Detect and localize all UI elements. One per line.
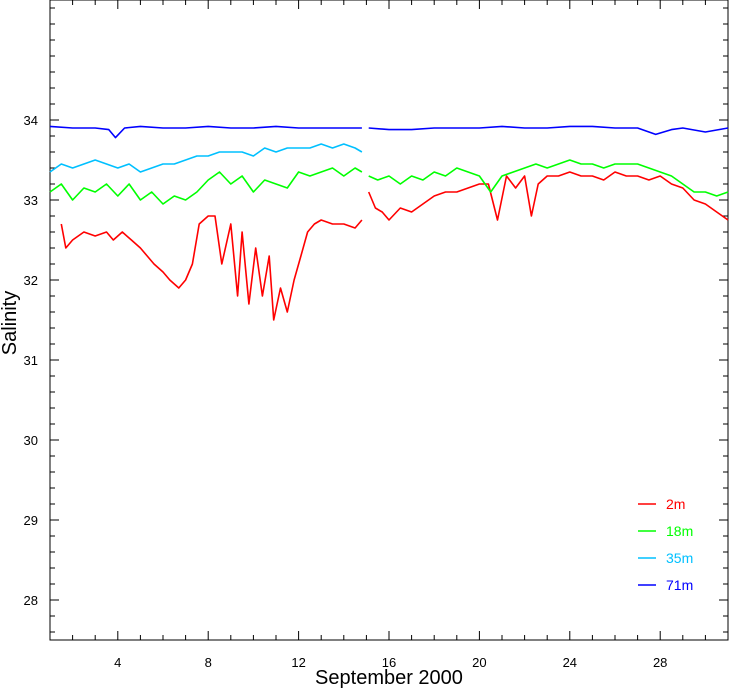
y-tick-label: 30 bbox=[24, 433, 38, 448]
series-line-18m-part1 bbox=[49, 167, 363, 205]
y-tick-label: 32 bbox=[24, 273, 38, 288]
series-line-2m-part1 bbox=[60, 215, 363, 321]
series-line-18m-part2 bbox=[368, 159, 729, 197]
x-tick-label: 24 bbox=[563, 655, 577, 670]
x-tick-label: 28 bbox=[653, 655, 667, 670]
legend-label-35m: 35m bbox=[666, 550, 693, 566]
legend-label-71m: 71m bbox=[666, 577, 693, 593]
legend-label-2m: 2m bbox=[666, 496, 685, 512]
x-tick-label: 12 bbox=[291, 655, 305, 670]
x-tick-label: 16 bbox=[382, 655, 396, 670]
y-tick-label: 34 bbox=[24, 113, 38, 128]
x-tick-label: 20 bbox=[472, 655, 486, 670]
series-line-71m-part2 bbox=[368, 125, 729, 136]
series-line-2m-part2 bbox=[367, 171, 729, 221]
y-tick-label: 33 bbox=[24, 193, 38, 208]
y-axis-title: Salinity bbox=[0, 291, 21, 355]
x-tick-label: 8 bbox=[205, 655, 212, 670]
legend-label-18m: 18m bbox=[666, 523, 693, 539]
series-line-71m-part1 bbox=[49, 125, 362, 139]
y-tick-label: 29 bbox=[24, 513, 38, 528]
series-layer bbox=[49, 125, 729, 321]
legend: 2m 18m 35m 71m bbox=[638, 496, 693, 593]
x-tick-label: 4 bbox=[114, 655, 121, 670]
x-axis-title: September 2000 bbox=[315, 667, 463, 689]
plot-frame bbox=[49, 0, 729, 641]
series-line-35m-part1 bbox=[49, 143, 363, 173]
x-axis-ticks: 4 8 12 16 20 24 28 bbox=[49, 0, 729, 670]
y-tick-label: 28 bbox=[24, 593, 38, 608]
y-tick-label: 31 bbox=[24, 353, 38, 368]
y-axis-ticks: 28 29 30 31 32 33 34 bbox=[24, 7, 728, 633]
